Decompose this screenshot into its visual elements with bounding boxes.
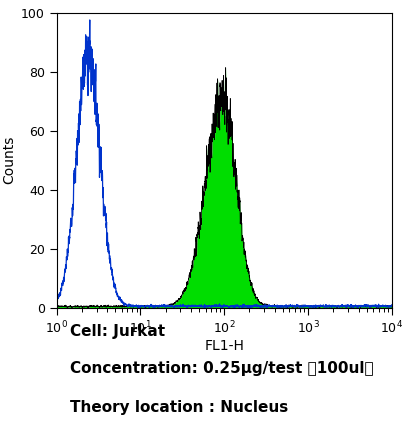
Text: Concentration: 0.25μg/test （100ul）: Concentration: 0.25μg/test （100ul）: [70, 361, 374, 376]
Text: Cell: Jurkat: Cell: Jurkat: [70, 324, 165, 339]
Text: Theory location : Nucleus: Theory location : Nucleus: [70, 400, 288, 415]
Y-axis label: Counts: Counts: [3, 136, 17, 184]
X-axis label: FL1-H: FL1-H: [204, 339, 244, 353]
